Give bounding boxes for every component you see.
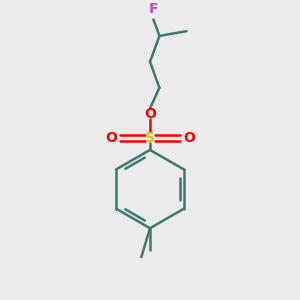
Text: F: F (149, 2, 158, 16)
Text: O: O (144, 106, 156, 121)
Text: O: O (183, 131, 195, 145)
Text: S: S (145, 131, 155, 145)
Text: O: O (105, 131, 117, 145)
